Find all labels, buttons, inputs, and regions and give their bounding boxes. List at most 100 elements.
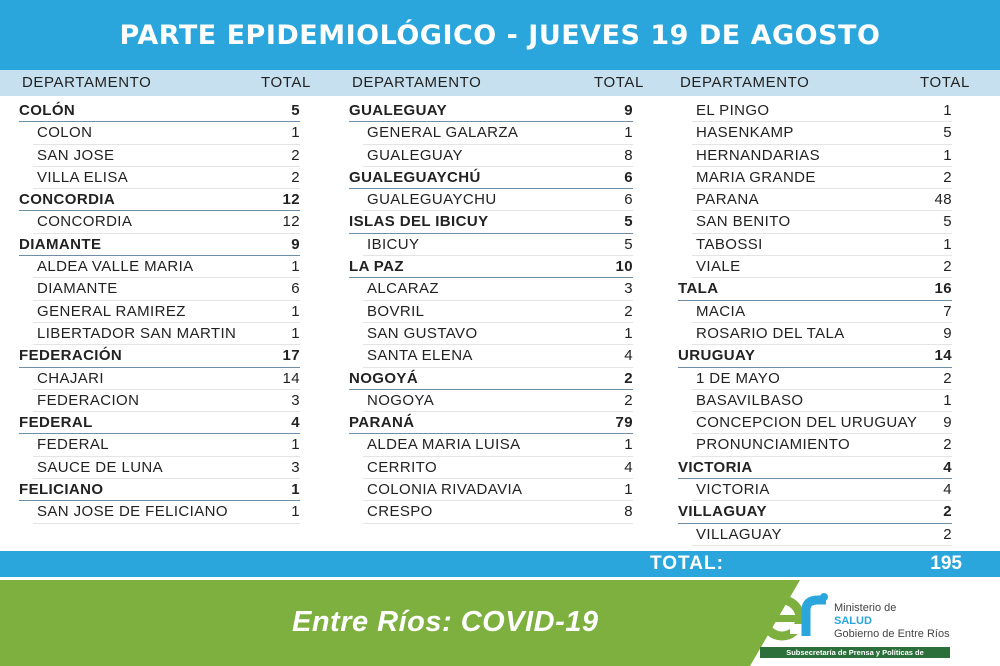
department-row: PARANÁ 79 bbox=[349, 412, 633, 435]
locality-row: CERRITO 4 bbox=[349, 457, 633, 480]
department-total: 6 bbox=[624, 168, 633, 186]
department-name: COLÓN bbox=[19, 102, 76, 119]
locality-name: CRESPO bbox=[367, 503, 433, 521]
department-row: GUALEGUAY 9 bbox=[349, 100, 633, 123]
department-total: 5 bbox=[624, 213, 633, 231]
locality-name: 1 DE MAYO bbox=[696, 369, 781, 387]
locality-row: VIALE 2 bbox=[678, 256, 952, 279]
locality-total: 14 bbox=[282, 369, 300, 387]
locality-name: SAN GUSTAVO bbox=[367, 324, 478, 342]
department-name: LA PAZ bbox=[349, 258, 404, 276]
department-total: 79 bbox=[615, 414, 633, 432]
locality-name: GUALEGUAY bbox=[367, 146, 463, 164]
locality-name: IBICUY bbox=[367, 235, 420, 253]
locality-name: CONCORDIA bbox=[37, 213, 133, 231]
ministry-line1: Ministerio de bbox=[834, 602, 897, 614]
locality-row: VILLA ELISA 2 bbox=[19, 167, 300, 190]
department-row: TALA 16 bbox=[678, 278, 952, 301]
page-title: PARTE EPIDEMIOLÓGICO - JUEVES 19 DE AGOS… bbox=[0, 0, 1000, 70]
department-name: GUALEGUAYCHÚ bbox=[349, 168, 481, 186]
ministry-line3: Gobierno de Entre Ríos bbox=[834, 628, 950, 640]
locality-row: GUALEGUAY 8 bbox=[349, 145, 633, 168]
locality-name: ROSARIO DEL TALA bbox=[696, 324, 845, 342]
locality-name: GUALEGUAYCHU bbox=[367, 191, 497, 209]
locality-name: ALCARAZ bbox=[367, 280, 439, 298]
locality-row: MACIA 7 bbox=[678, 301, 952, 324]
department-name: FEDERACIÓN bbox=[19, 347, 123, 365]
locality-name: HERNANDARIAS bbox=[696, 146, 820, 164]
locality-row: GENERAL RAMIREZ 1 bbox=[19, 301, 300, 324]
locality-name: VILLA ELISA bbox=[37, 168, 129, 186]
department-row: LA PAZ 10 bbox=[349, 256, 633, 279]
column-header-bar: DEPARTAMENTO TOTAL DEPARTAMENTO TOTAL DE… bbox=[0, 70, 1000, 96]
department-row: CONCORDIA 12 bbox=[19, 189, 300, 212]
locality-row: SANTA ELENA 4 bbox=[349, 345, 633, 368]
locality-total: 1 bbox=[291, 124, 300, 142]
locality-name: MACIA bbox=[696, 302, 746, 320]
department-name: ISLAS DEL IBICUY bbox=[349, 213, 489, 231]
locality-row: CHAJARI 14 bbox=[19, 368, 300, 391]
locality-total: 4 bbox=[624, 347, 633, 365]
department-total: 4 bbox=[943, 458, 952, 476]
locality-total: 1 bbox=[943, 102, 952, 119]
department-name: DIAMANTE bbox=[19, 235, 102, 253]
locality-name: SANTA ELENA bbox=[367, 347, 473, 365]
department-row: FEDERACIÓN 17 bbox=[19, 345, 300, 368]
total-label: TOTAL: bbox=[650, 553, 724, 574]
locality-row: MARIA GRANDE 2 bbox=[678, 167, 952, 190]
locality-row: SAN JOSE DE FELICIANO 1 bbox=[19, 501, 300, 524]
locality-total: 1 bbox=[291, 324, 300, 342]
locality-total: 1 bbox=[291, 503, 300, 521]
department-name: NOGOYÁ bbox=[349, 369, 419, 387]
locality-row: ROSARIO DEL TALA 9 bbox=[678, 323, 952, 346]
locality-name: VICTORIA bbox=[696, 481, 770, 499]
locality-name: ALDEA VALLE MARIA bbox=[37, 258, 194, 276]
locality-row: SAN GUSTAVO 1 bbox=[349, 323, 633, 346]
col1-dept-header: DEPARTAMENTO bbox=[22, 74, 152, 91]
locality-total: 3 bbox=[291, 458, 300, 476]
locality-row: GUALEGUAYCHU 6 bbox=[349, 189, 633, 212]
department-name: GUALEGUAY bbox=[349, 102, 448, 119]
col3-total-header: TOTAL bbox=[920, 74, 970, 91]
department-total: 4 bbox=[291, 414, 300, 432]
col1-total-header: TOTAL bbox=[261, 74, 311, 91]
locality-name: GENERAL RAMIREZ bbox=[37, 302, 186, 320]
footer-banner bbox=[0, 580, 800, 666]
department-total: 16 bbox=[934, 280, 952, 298]
locality-total: 8 bbox=[624, 146, 633, 164]
locality-name: PRONUNCIAMIENTO bbox=[696, 436, 851, 454]
locality-row: ALCARAZ 3 bbox=[349, 278, 633, 301]
locality-total: 5 bbox=[943, 213, 952, 231]
locality-name: BOVRIL bbox=[367, 302, 425, 320]
department-name: TALA bbox=[678, 280, 719, 298]
locality-name: CHAJARI bbox=[37, 369, 104, 387]
locality-row: LIBERTADOR SAN MARTIN 1 bbox=[19, 323, 300, 346]
locality-total: 48 bbox=[934, 191, 952, 209]
department-total: 2 bbox=[624, 369, 633, 387]
locality-row: TABOSSI 1 bbox=[678, 234, 952, 257]
department-row: FELICIANO 1 bbox=[19, 479, 300, 502]
subsecretaria-bar: Subsecretaría de Prensa y Políticas de C… bbox=[760, 647, 950, 666]
department-name: VICTORIA bbox=[678, 458, 753, 476]
locality-total: 8 bbox=[624, 503, 633, 521]
department-name: PARANÁ bbox=[349, 414, 415, 432]
locality-row: ALDEA MARIA LUISA 1 bbox=[349, 434, 633, 458]
locality-row: COLON 1 bbox=[19, 122, 300, 145]
locality-total: 1 bbox=[943, 146, 952, 164]
locality-row: SAN JOSE 2 bbox=[19, 145, 300, 168]
locality-row: FEDERACION 3 bbox=[19, 390, 300, 413]
department-total: 14 bbox=[934, 347, 952, 365]
locality-name: TABOSSI bbox=[696, 235, 763, 253]
locality-total: 2 bbox=[943, 436, 952, 454]
locality-row: BOVRIL 2 bbox=[349, 301, 633, 324]
locality-row: VILLAGUAY 2 bbox=[678, 524, 952, 547]
department-name: FELICIANO bbox=[19, 481, 104, 499]
locality-name: SAN JOSE DE FELICIANO bbox=[37, 503, 228, 521]
locality-row: GENERAL GALARZA 1 bbox=[349, 122, 633, 145]
col2-total-header: TOTAL bbox=[594, 74, 644, 91]
locality-total: 3 bbox=[624, 280, 633, 298]
locality-row: IBICUY 5 bbox=[349, 234, 633, 257]
department-total: 2 bbox=[943, 503, 952, 521]
locality-total: 2 bbox=[943, 168, 952, 186]
department-total: 1 bbox=[291, 481, 300, 499]
